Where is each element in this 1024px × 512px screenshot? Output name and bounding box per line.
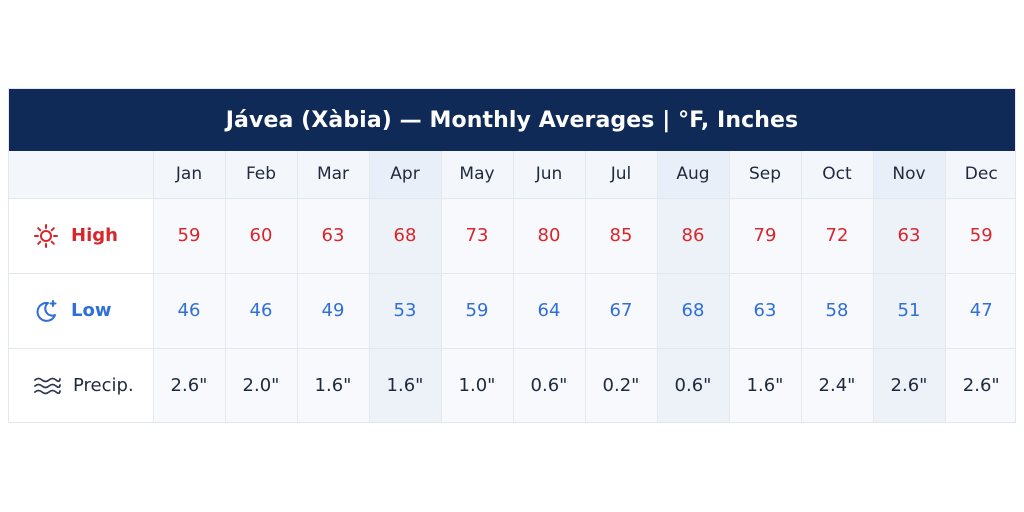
month-header: Jan <box>153 151 226 199</box>
high-row: High 59 60 63 68 73 80 85 86 79 72 63 59 <box>9 198 1015 274</box>
precip-cell: 1.0" <box>441 348 514 422</box>
precip-cell: 0.2" <box>585 348 658 422</box>
month-header: Feb <box>225 151 298 199</box>
month-header: Apr <box>369 151 442 199</box>
low-cell: 68 <box>657 273 730 349</box>
precip-row: Precip. 2.6" 2.0" 1.6" 1.6" 1.0" 0.6" 0.… <box>9 348 1015 422</box>
month-header: Jun <box>513 151 586 199</box>
precip-cell: 2.6" <box>873 348 946 422</box>
month-header: Oct <box>801 151 874 199</box>
high-cell: 68 <box>369 198 442 274</box>
high-cell: 73 <box>441 198 514 274</box>
month-header: Nov <box>873 151 946 199</box>
low-cell: 58 <box>801 273 874 349</box>
precip-cell: 1.6" <box>369 348 442 422</box>
low-cell: 67 <box>585 273 658 349</box>
low-cell: 51 <box>873 273 946 349</box>
month-header: Aug <box>657 151 730 199</box>
row-label-high: High <box>9 198 154 274</box>
low-cell: 47 <box>945 273 1015 349</box>
row-label-text: High <box>71 225 118 246</box>
data-grid: Jan Feb Mar Apr May Jun Jul Aug Sep Oct … <box>9 151 1015 422</box>
high-cell: 63 <box>873 198 946 274</box>
low-cell: 59 <box>441 273 514 349</box>
low-cell: 53 <box>369 273 442 349</box>
sun-icon <box>33 223 59 249</box>
row-label-text: Low <box>71 300 112 321</box>
low-cell: 64 <box>513 273 586 349</box>
month-header-row: Jan Feb Mar Apr May Jun Jul Aug Sep Oct … <box>9 151 1015 199</box>
month-header: Mar <box>297 151 370 199</box>
month-header: Jul <box>585 151 658 199</box>
precip-cell: 1.6" <box>297 348 370 422</box>
high-cell: 59 <box>153 198 226 274</box>
precip-cell: 2.6" <box>153 348 226 422</box>
row-label-text: Precip. <box>73 375 134 397</box>
precip-cell: 2.6" <box>945 348 1015 422</box>
row-label-low: Low <box>9 273 154 349</box>
precip-cell: 2.0" <box>225 348 298 422</box>
high-cell: 85 <box>585 198 658 274</box>
low-cell: 49 <box>297 273 370 349</box>
precip-cell: 0.6" <box>657 348 730 422</box>
high-cell: 59 <box>945 198 1015 274</box>
low-cell: 63 <box>729 273 802 349</box>
low-cell: 46 <box>153 273 226 349</box>
low-row: Low 46 46 49 53 59 64 67 68 63 58 51 47 <box>9 273 1015 349</box>
precip-cell: 2.4" <box>801 348 874 422</box>
row-label-precip: Precip. <box>9 348 154 422</box>
high-cell: 63 <box>297 198 370 274</box>
month-header: Dec <box>945 151 1015 199</box>
corner-cell <box>9 151 154 199</box>
month-header: May <box>441 151 514 199</box>
high-cell: 79 <box>729 198 802 274</box>
moon-icon <box>33 298 59 324</box>
high-cell: 72 <box>801 198 874 274</box>
table-title: Jávea (Xàbia) — Monthly Averages | °F, I… <box>9 89 1015 151</box>
precip-cell: 1.6" <box>729 348 802 422</box>
high-cell: 60 <box>225 198 298 274</box>
climate-table: Jávea (Xàbia) — Monthly Averages | °F, I… <box>8 88 1016 423</box>
waves-icon <box>33 375 61 397</box>
high-cell: 86 <box>657 198 730 274</box>
low-cell: 46 <box>225 273 298 349</box>
month-header: Sep <box>729 151 802 199</box>
precip-cell: 0.6" <box>513 348 586 422</box>
high-cell: 80 <box>513 198 586 274</box>
